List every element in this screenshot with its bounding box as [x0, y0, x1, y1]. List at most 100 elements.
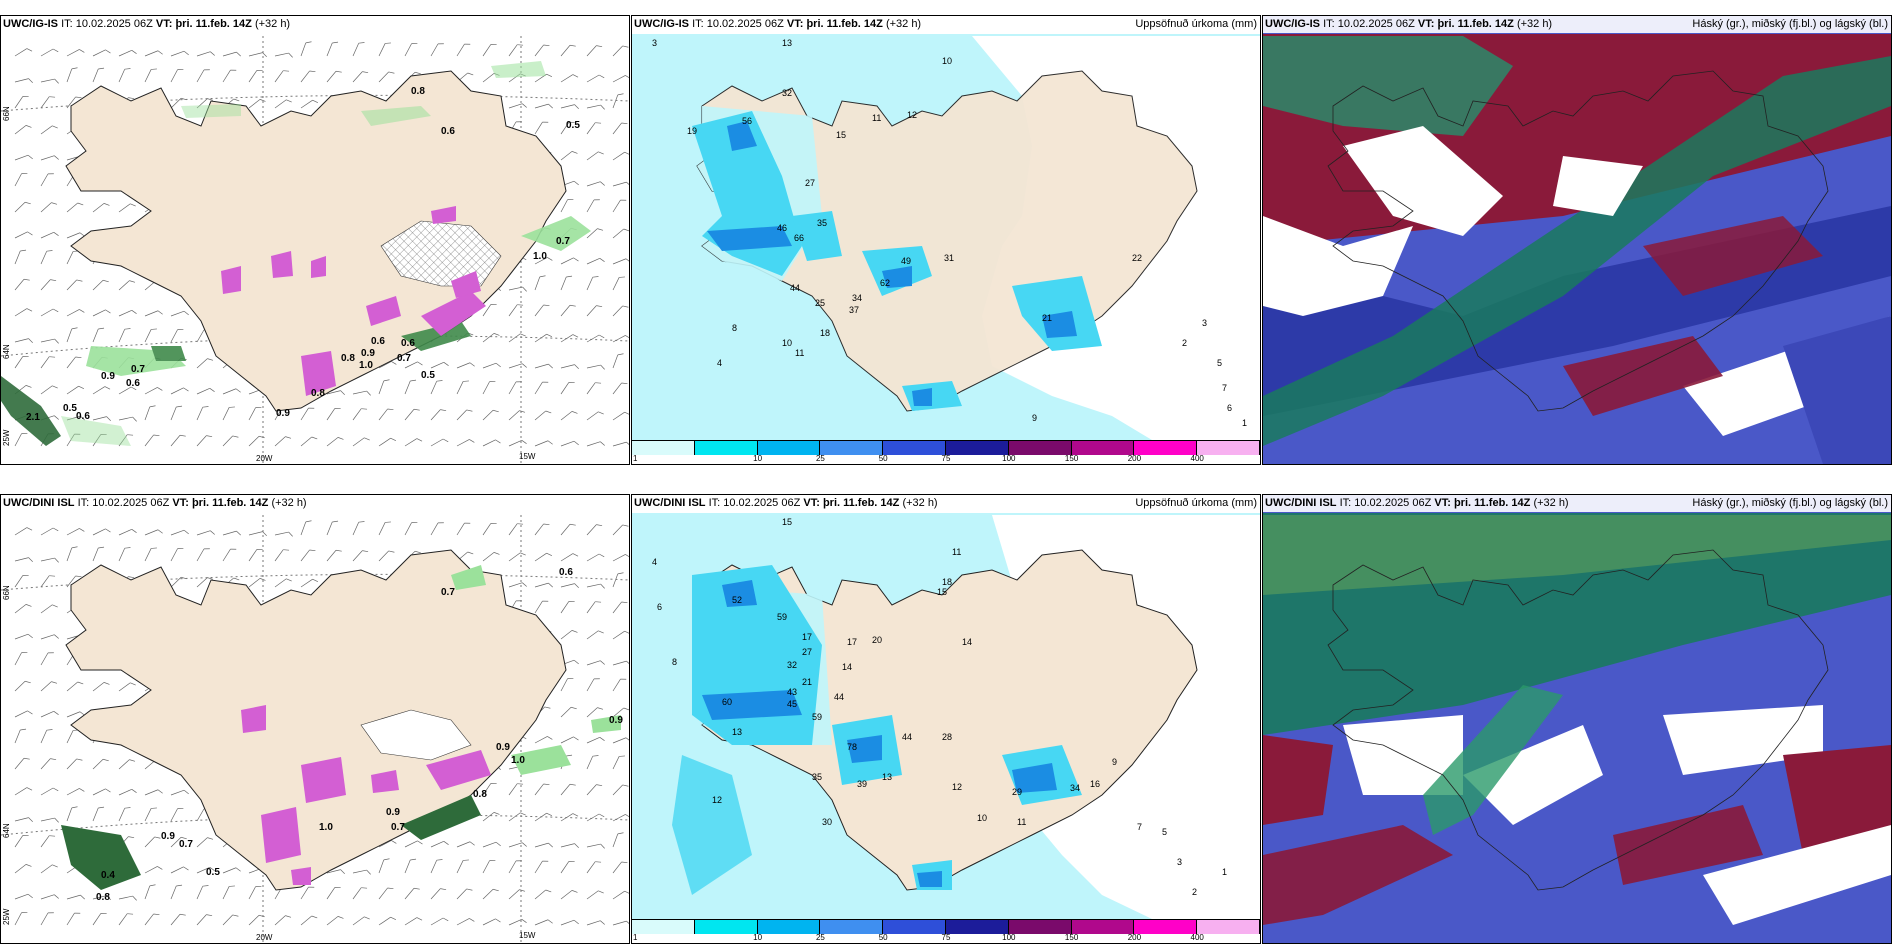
wind-barb	[612, 572, 624, 588]
precip-map: 13 10 3 32 15 12 56 11 27 46 35 66 19 31…	[632, 34, 1260, 440]
wind-barb	[196, 530, 215, 536]
wind-barb	[534, 121, 549, 135]
map-label: 0.7	[397, 353, 411, 364]
wind-barb	[326, 887, 341, 900]
wind-barb	[92, 386, 111, 395]
wind-barb	[14, 757, 30, 770]
colorbar-cell	[1134, 441, 1198, 455]
vt-label: VT:	[786, 18, 804, 30]
wind-barb	[222, 914, 239, 926]
wind-barb	[14, 680, 31, 692]
vt-label: VT:	[155, 18, 173, 30]
wind-barb	[170, 807, 184, 822]
wind-barb	[92, 416, 111, 421]
map-label: 0.8	[473, 789, 487, 800]
colorbar-ticks: 1 10 25 50 75 100 150 200 400	[632, 933, 1260, 943]
wind-barb	[222, 406, 235, 421]
map-label: 0.8	[411, 86, 425, 97]
wind-barb	[274, 436, 292, 447]
map-label: 43	[787, 687, 797, 697]
wind-barb	[534, 523, 550, 536]
wind-barb	[118, 280, 136, 291]
it-value: 10.02.2025 06Z	[75, 18, 153, 30]
wind-map: 0.7 0.6 0.9 0.9 0.7 0.8 0.9 1.0 0.7 0.5 …	[1, 515, 629, 943]
wind-barb	[274, 70, 290, 83]
map-label: 5	[1162, 827, 1167, 837]
lead-time: (+32 h)	[1533, 497, 1569, 509]
wind-barb	[14, 557, 33, 562]
wind-barb	[404, 840, 423, 848]
cloud-map	[1263, 16, 1891, 464]
wind-barb	[612, 441, 629, 447]
wind-barb	[352, 550, 369, 562]
wind-barb	[560, 151, 578, 161]
map-label: 28	[942, 732, 952, 742]
wind-barb	[118, 386, 137, 395]
map-label: 60	[722, 697, 732, 707]
wind-barb	[92, 806, 105, 822]
wind-barb	[144, 50, 163, 57]
wind-barb	[144, 68, 157, 83]
wind-barb	[508, 103, 527, 109]
map-label: 9	[1112, 757, 1117, 767]
wind-barb	[222, 885, 235, 900]
wind-barb	[144, 547, 157, 562]
map-label: 0.8	[341, 353, 355, 364]
wind-barb	[118, 328, 131, 343]
map-label: 10	[977, 813, 987, 823]
colorbar-cell	[1008, 441, 1072, 455]
map-label: 44	[902, 732, 912, 742]
wind-barb	[92, 279, 109, 291]
wind-barb	[40, 96, 56, 109]
precip-labels: 15 4 11 13 52 59 17 27 32 21 14 44 60 43…	[652, 517, 1227, 897]
wind-barb	[456, 43, 471, 57]
wind-barb	[66, 788, 85, 796]
map-label: 6	[1227, 403, 1232, 413]
map-label: 16	[1090, 779, 1100, 789]
map-label: 11	[952, 547, 961, 557]
map-label: 11	[872, 113, 881, 123]
wind-barb	[430, 380, 443, 395]
wind-barb	[612, 258, 629, 265]
colorbar-tick: 400	[1190, 933, 1204, 942]
wind-barb	[612, 335, 629, 343]
it-label: IT:	[77, 497, 90, 509]
map-label: 52	[732, 595, 742, 605]
map-label: 59	[777, 612, 787, 622]
wind-barb	[508, 860, 522, 874]
wind-barb	[14, 154, 33, 161]
panel-header: UWC/DINI ISL IT: 10.02.2025 06Z VT: þri.…	[1263, 495, 1891, 512]
wind-barb	[560, 601, 575, 614]
wind-barb	[586, 199, 600, 213]
wind-barb	[170, 913, 186, 926]
wind-barb	[586, 736, 605, 744]
wind-barb	[222, 435, 239, 447]
wind-barb	[144, 405, 156, 421]
wind-barb	[66, 250, 79, 265]
wind-barb	[14, 338, 33, 343]
vt-label: VT:	[803, 497, 820, 509]
map-label: 0.6	[441, 126, 455, 137]
wind-barb	[612, 554, 629, 562]
wind-barb	[352, 916, 370, 926]
wind-barb	[170, 310, 189, 317]
wind-barb	[40, 835, 56, 848]
colorbar-cell	[1134, 920, 1198, 934]
wind-barb	[326, 916, 344, 926]
wind-barb	[14, 835, 29, 848]
wind-barb	[40, 864, 58, 874]
wind-barb	[40, 817, 59, 823]
map-label: 0.9	[609, 715, 623, 726]
wind-barb	[404, 42, 418, 57]
wind-barb	[118, 203, 136, 213]
wind-barb	[612, 784, 629, 796]
wind-barb	[534, 44, 550, 57]
map-label: 56	[742, 116, 752, 126]
wind-barb	[534, 919, 553, 926]
wind-barb	[430, 43, 444, 57]
map-label: 0.6	[126, 378, 140, 389]
colorbar-tick: 400	[1190, 454, 1204, 463]
lead-time: (+32 h)	[271, 497, 307, 509]
wind-barb	[560, 74, 579, 83]
wind-barb	[66, 681, 84, 692]
